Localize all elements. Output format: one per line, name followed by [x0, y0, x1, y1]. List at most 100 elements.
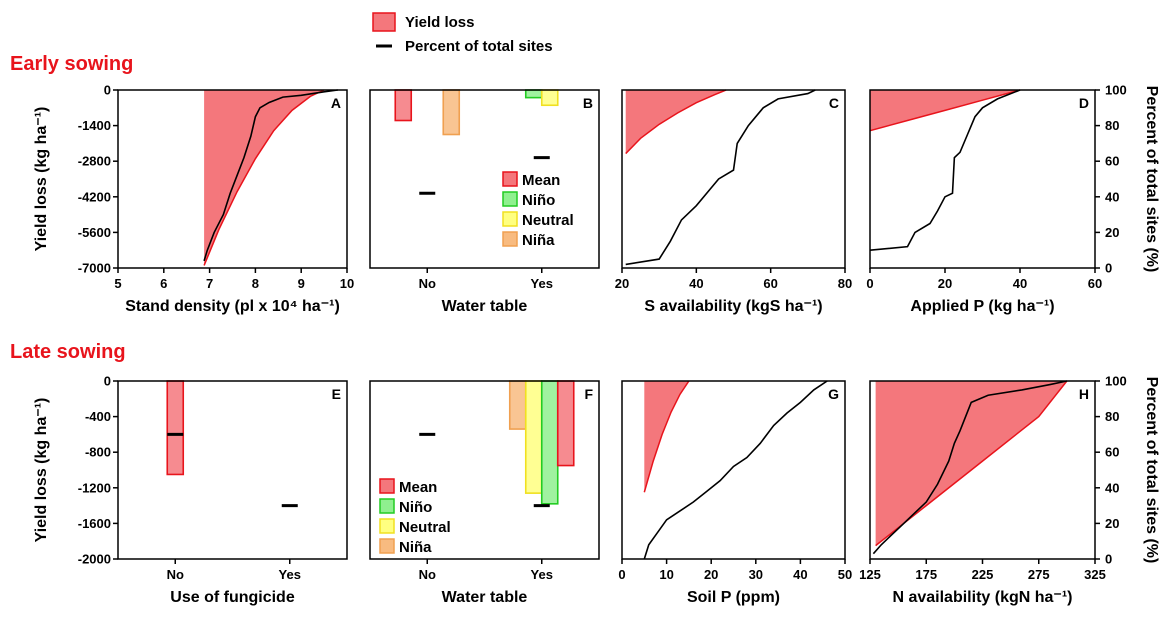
y-tick-label-e-3: -1200 [78, 480, 111, 495]
bar-legend-swatch-f-3 [379, 538, 395, 554]
panel-a: A 5 6 7 8 9 10 0 -1400 -2800 -4200 -5600 -7000 Yield … [33, 83, 354, 316]
panel-b: No Yes Mean Niño Neutral Niña B Water table [369, 89, 600, 315]
bar-legend-swatch-b-1 [502, 191, 518, 207]
x-tick-label-c-1: 40 [689, 276, 703, 291]
x-tick-label-c-3: 80 [838, 276, 852, 291]
y-tick-label-e-4: -1600 [78, 516, 111, 531]
bar-legend-swatch-f-0 [379, 478, 395, 494]
x-tick-label-g-4: 40 [793, 567, 807, 582]
bar-legend-swatch-b-0 [502, 171, 518, 187]
y-tick-label-e-2: -800 [85, 445, 111, 460]
x-tick-label-f-0: No [419, 567, 436, 582]
y-tick-label-a-1: -1400 [78, 118, 111, 133]
y-tick-label-a-0: 0 [104, 83, 111, 98]
panel-letter-f: F [584, 386, 593, 402]
x-tick-label-h-3: 275 [1028, 567, 1050, 582]
right-tick-label-d-3: 60 [1105, 154, 1119, 169]
x-tick-label-a-2: 7 [206, 276, 213, 291]
bar-legend-swatch-f-1 [379, 498, 395, 514]
legend-yield-loss-label: Yield loss [405, 14, 474, 31]
x-axis-label-c: S availability (kgS ha⁻¹) [644, 298, 822, 315]
bar-b-mean-no [394, 89, 413, 122]
right-tick-label-h-5: 100 [1105, 374, 1127, 389]
y-tick-label-a-4: -5600 [78, 225, 111, 240]
row-title-late: Late sowing [10, 341, 126, 363]
x-axis-label-b: Water table [442, 298, 528, 315]
x-axis-label-h: N availability (kgN ha⁻¹) [892, 589, 1072, 606]
legend-yield-loss-swatch [372, 12, 396, 32]
right-tick-label-d-4: 80 [1105, 118, 1119, 133]
percent-sites-line-h [872, 380, 1068, 555]
bar-legend-label-f-2: Neutral [399, 519, 451, 536]
row-title-early: Early sowing [10, 53, 133, 75]
panel-letter-b: B [583, 95, 593, 111]
panel-letter-e: E [332, 386, 341, 402]
bar-legend-swatch-f-2 [379, 518, 395, 534]
x-tick-label-a-1: 6 [160, 276, 167, 291]
panel-frame-c [621, 89, 846, 269]
x-tick-label-a-0: 5 [114, 276, 121, 291]
right-tick-label-h-3: 60 [1105, 445, 1119, 460]
right-tick-label-d-1: 20 [1105, 225, 1119, 240]
x-axis-label-e: Use of fungicide [170, 589, 295, 606]
panel-letter-c: C [829, 95, 839, 111]
x-tick-label-h-4: 325 [1084, 567, 1106, 582]
x-tick-label-c-0: 20 [615, 276, 629, 291]
bar-b-nia-no [442, 89, 461, 136]
percent-sites-line-c [625, 89, 816, 266]
yield-loss-curve-c [625, 89, 727, 155]
x-tick-label-d-1: 20 [938, 276, 952, 291]
x-tick-label-g-0: 0 [618, 567, 625, 582]
x-tick-label-f-1: Yes [531, 567, 553, 582]
right-tick-label-h-1: 20 [1105, 516, 1119, 531]
yield-loss-curve-d [869, 89, 1021, 132]
right-tick-label-d-2: 40 [1105, 189, 1119, 204]
panel-letter-h: H [1079, 386, 1089, 402]
x-tick-label-g-3: 30 [749, 567, 763, 582]
legend-percent-sites-label: Percent of total sites [405, 38, 553, 55]
panel-e: No Yes E 0 -400 -800 -1200 -1600 -2000 Yield loss… [33, 374, 348, 606]
bar-b-nio-yes [524, 89, 543, 99]
panel-letter-g: G [828, 386, 839, 402]
panel-frame-b [369, 89, 600, 269]
x-axis-label-g: Soil P (ppm) [687, 589, 780, 606]
right-tick-label-h-4: 80 [1105, 409, 1119, 424]
bar-legend-swatch-b-2 [502, 211, 518, 227]
percent-sites-line-a [203, 89, 338, 262]
bar-legend-label-f-3: Niña [399, 539, 432, 556]
percent-sites-line-d [869, 89, 1021, 251]
right-tick-label-d-0: 0 [1105, 261, 1112, 276]
x-tick-label-a-3: 8 [252, 276, 259, 291]
x-tick-label-a-4: 9 [298, 276, 305, 291]
panel-letter-a: A [331, 95, 341, 111]
panel-letter-d: D [1079, 95, 1089, 111]
bar-b-neutral-yes [540, 89, 559, 107]
y-tick-label-e-5: -2000 [78, 552, 111, 567]
bar-f-nio-yes [540, 380, 559, 505]
bar-legend-label-b-0: Mean [522, 172, 560, 189]
x-tick-label-b-1: Yes [531, 276, 553, 291]
yield-loss-area-c [625, 90, 727, 154]
y-tick-label-a-3: -4200 [78, 189, 111, 204]
x-axis-label-f: Water table [442, 589, 528, 606]
yield-loss-curve-a [203, 89, 325, 266]
x-tick-label-e-0: No [167, 567, 184, 582]
x-tick-label-d-0: 0 [866, 276, 873, 291]
x-axis-label-d: Applied P (kg ha⁻¹) [910, 298, 1054, 315]
yield-loss-area-a [204, 90, 325, 266]
y-axis-label-e: Yield loss (kg ha⁻¹) [33, 398, 50, 543]
y-tick-label-e-0: 0 [104, 374, 111, 389]
bar-legend-label-f-0: Mean [399, 479, 437, 496]
yield-loss-area-g [644, 381, 689, 493]
panel-frame-e [117, 380, 348, 560]
bar-legend-label-b-2: Neutral [522, 212, 574, 229]
x-tick-label-g-5: 50 [838, 567, 852, 582]
x-tick-label-g-2: 20 [704, 567, 718, 582]
right-tick-label-h-2: 40 [1105, 480, 1119, 495]
right-axis-label-h: Percent of total sites (%) [1143, 377, 1160, 564]
right-tick-label-d-5: 100 [1105, 83, 1127, 98]
y-tick-label-a-5: -7000 [78, 261, 111, 276]
x-tick-label-h-2: 225 [972, 567, 994, 582]
